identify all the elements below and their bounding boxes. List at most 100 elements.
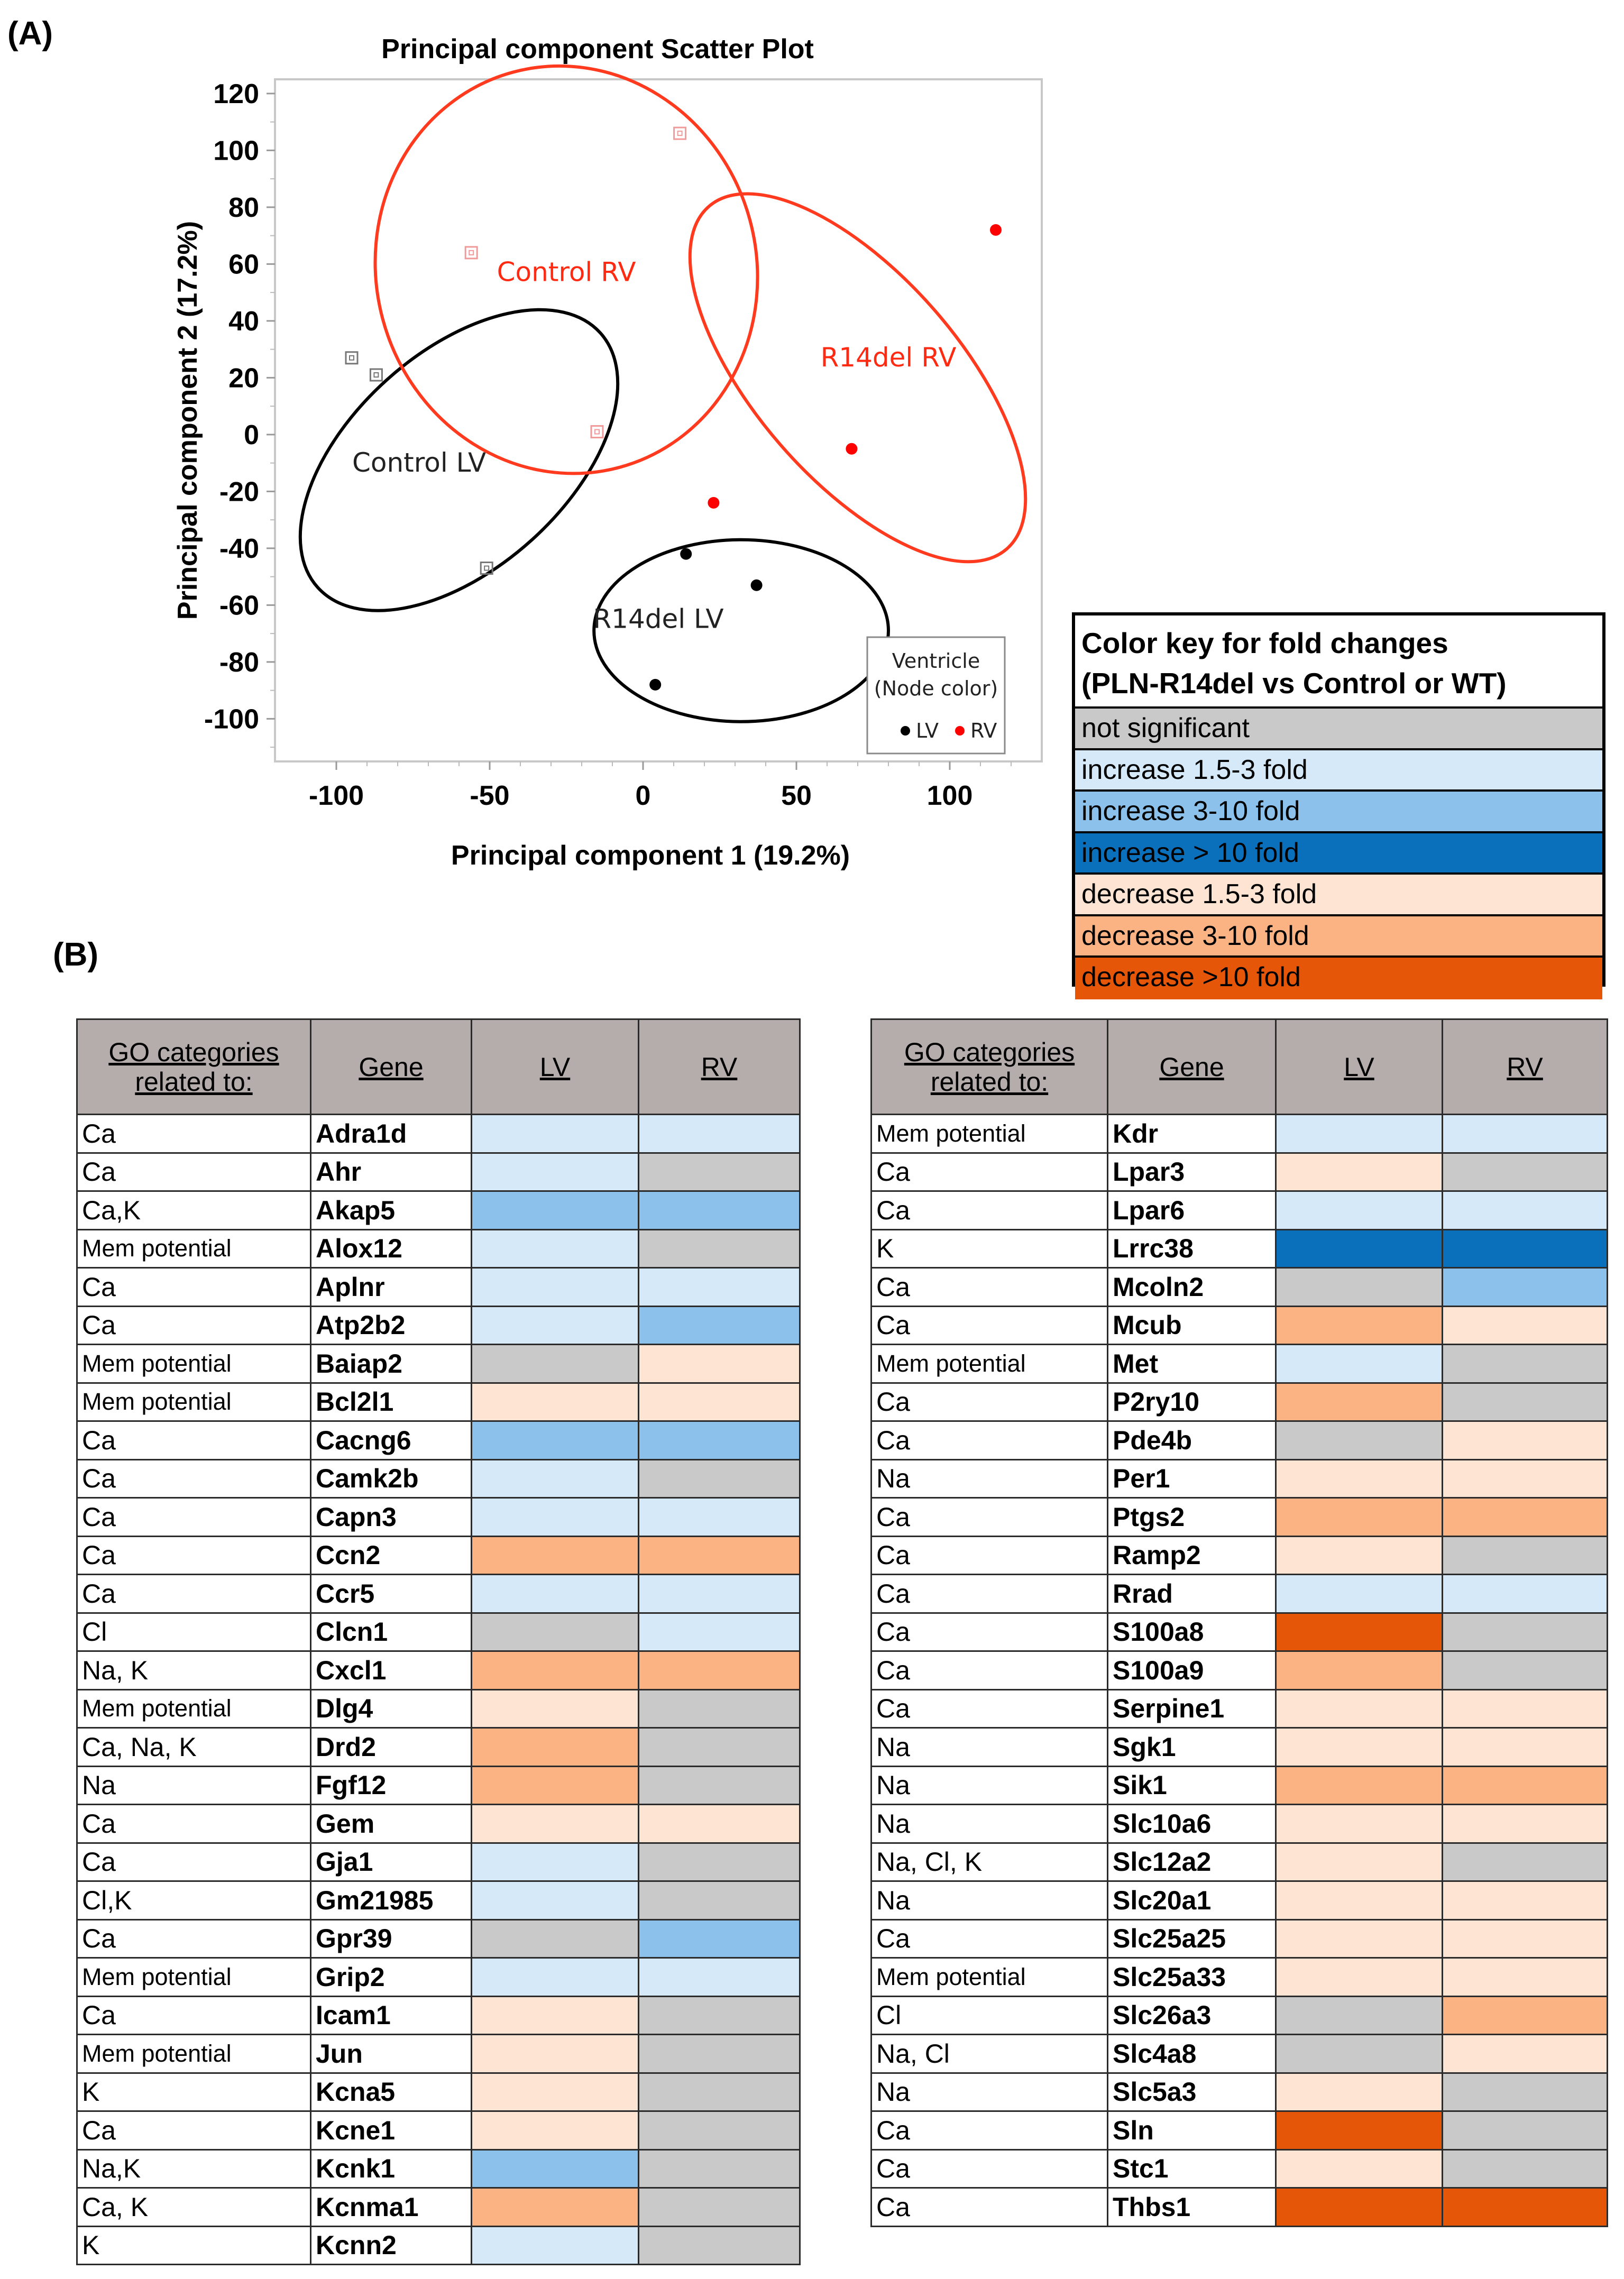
- table-row: Ca Thbs1: [870, 2187, 1608, 2227]
- x-tick-label: 0: [636, 780, 651, 811]
- table-row: Ca Lpar6: [870, 1190, 1608, 1230]
- rv-fold-cell: [1442, 1957, 1608, 1997]
- header-lv: LV: [1275, 1018, 1443, 1115]
- legend-title-2: (Node color): [874, 677, 998, 700]
- gene-cell: Atp2b2: [310, 1305, 472, 1345]
- gene-cell: Lrrc38: [1107, 1228, 1277, 1269]
- gene-cell: Cxcl1: [310, 1650, 472, 1690]
- table-row: Ca Cacng6: [76, 1420, 801, 1460]
- go-category-cell: Ca: [76, 1804, 311, 1844]
- go-category-cell: Mem potential: [76, 1228, 311, 1269]
- rv-fold-cell: [638, 1918, 801, 1959]
- x-tick-label: -50: [470, 780, 509, 811]
- rv-fold-cell: [638, 2148, 801, 2189]
- table-row: Ca Ptgs2: [870, 1497, 1608, 1537]
- lv-fold-cell: [1275, 1688, 1443, 1729]
- rv-fold-cell: [638, 1995, 801, 2035]
- lv-fold-cell: [471, 1995, 639, 2035]
- go-category-cell: Cl: [870, 1995, 1108, 2035]
- rv-fold-cell: [638, 1114, 801, 1154]
- lv-fold-cell: [471, 1804, 639, 1844]
- gene-cell: Ccr5: [310, 1574, 472, 1614]
- lv-fold-cell: [471, 1727, 639, 1767]
- pca-scatter-plot: Principal component Scatter Plot -100 -50…: [172, 34, 1043, 871]
- go-category-cell: Mem potential: [76, 1382, 311, 1422]
- rv-fold-cell: [1442, 1152, 1608, 1192]
- lv-fold-cell: [1275, 1650, 1443, 1690]
- table-row: Ca Lpar3: [870, 1152, 1608, 1192]
- x-tick-label: -100: [309, 780, 364, 811]
- gene-cell: Baiap2: [310, 1344, 472, 1384]
- header-go-line2: related to:: [135, 1067, 253, 1097]
- lv-fold-cell: [471, 1382, 639, 1422]
- table-row: Ca Capn3: [76, 1497, 801, 1537]
- gene-cell: Alox12: [310, 1228, 472, 1269]
- go-category-cell: Ca: [870, 1305, 1108, 1345]
- data-points: [345, 126, 1002, 691]
- color-key-row: decrease 1.5-3 fold: [1075, 875, 1602, 916]
- rv-fold-cell: [638, 1880, 801, 1920]
- go-category-cell: Ca: [76, 2110, 311, 2151]
- gene-cell: Gm21985: [310, 1880, 472, 1920]
- y-tick-label: 100: [213, 135, 259, 166]
- gene-cell: S100a9: [1107, 1650, 1277, 1690]
- rv-fold-cell: [1442, 1995, 1608, 2035]
- table-row: Na, Cl Slc4a8: [870, 2034, 1608, 2074]
- gene-cell: Mcub: [1107, 1305, 1277, 1345]
- lv-fold-cell: [1275, 1918, 1443, 1959]
- header-rv: RV: [638, 1018, 801, 1115]
- panel-label-a: (A): [7, 15, 53, 52]
- header-gene: Gene: [1107, 1018, 1277, 1115]
- point-marker: [369, 368, 383, 382]
- x-tick-label: 50: [781, 780, 812, 811]
- go-category-cell: Ca: [870, 1574, 1108, 1614]
- go-category-cell: Ca: [870, 1420, 1108, 1460]
- legend-rv-marker: [955, 726, 965, 736]
- gene-cell: P2ry10: [1107, 1382, 1277, 1422]
- gene-table-left: GO categories related to: Gene LV RV Ca Ad…: [76, 1018, 801, 2265]
- go-category-cell: Na, Cl, K: [870, 1842, 1108, 1882]
- gene-cell: Ptgs2: [1107, 1497, 1277, 1537]
- lv-fold-cell: [1275, 1535, 1443, 1575]
- table-row: K Lrrc38: [870, 1228, 1608, 1269]
- go-category-cell: Na: [76, 1765, 311, 1805]
- table-row: Mem potential Grip2: [76, 1957, 801, 1997]
- table-row: Ca Rrad: [870, 1574, 1608, 1614]
- go-category-cell: Na: [870, 1727, 1108, 1767]
- rv-fold-cell: [1442, 2148, 1608, 2189]
- table-row: Na Per1: [870, 1458, 1608, 1499]
- point-marker: [590, 425, 604, 438]
- rv-fold-cell: [638, 1765, 801, 1805]
- point-marker: [464, 246, 478, 260]
- gene-cell: Slc12a2: [1107, 1842, 1277, 1882]
- group-label: Control LV: [352, 447, 486, 478]
- rv-fold-cell: [638, 1535, 801, 1575]
- lv-fold-cell: [1275, 1612, 1443, 1652]
- point-marker: [708, 497, 720, 509]
- lv-fold-cell: [1275, 1804, 1443, 1844]
- y-tick-label: -80: [219, 647, 259, 678]
- go-category-cell: Na: [870, 1765, 1108, 1805]
- rv-fold-cell: [638, 1688, 801, 1729]
- rv-fold-cell: [638, 1190, 801, 1230]
- rv-fold-cell: [1442, 1804, 1608, 1844]
- gene-cell: Kcne1: [310, 2110, 472, 2151]
- point-marker: [846, 443, 858, 455]
- point-marker: [480, 562, 493, 575]
- go-category-cell: Na: [870, 2072, 1108, 2112]
- rv-fold-cell: [638, 2225, 801, 2265]
- rv-fold-cell: [1442, 1190, 1608, 1230]
- gene-cell: Camk2b: [310, 1458, 472, 1499]
- lv-fold-cell: [471, 2034, 639, 2074]
- rv-fold-cell: [1442, 1918, 1608, 1959]
- lv-fold-cell: [1275, 1190, 1443, 1230]
- table-row: Ca Gem: [76, 1804, 801, 1844]
- gene-cell: Jun: [310, 2034, 472, 2074]
- table-row: Mem potential Dlg4: [76, 1688, 801, 1729]
- rv-fold-cell: [1442, 2110, 1608, 2151]
- group-ellipse: [592, 538, 890, 723]
- lv-fold-cell: [1275, 1267, 1443, 1307]
- table-row: Na, Cl, K Slc12a2: [870, 1842, 1608, 1882]
- gene-cell: Kcnk1: [310, 2148, 472, 2189]
- point-marker-inner: [469, 250, 474, 255]
